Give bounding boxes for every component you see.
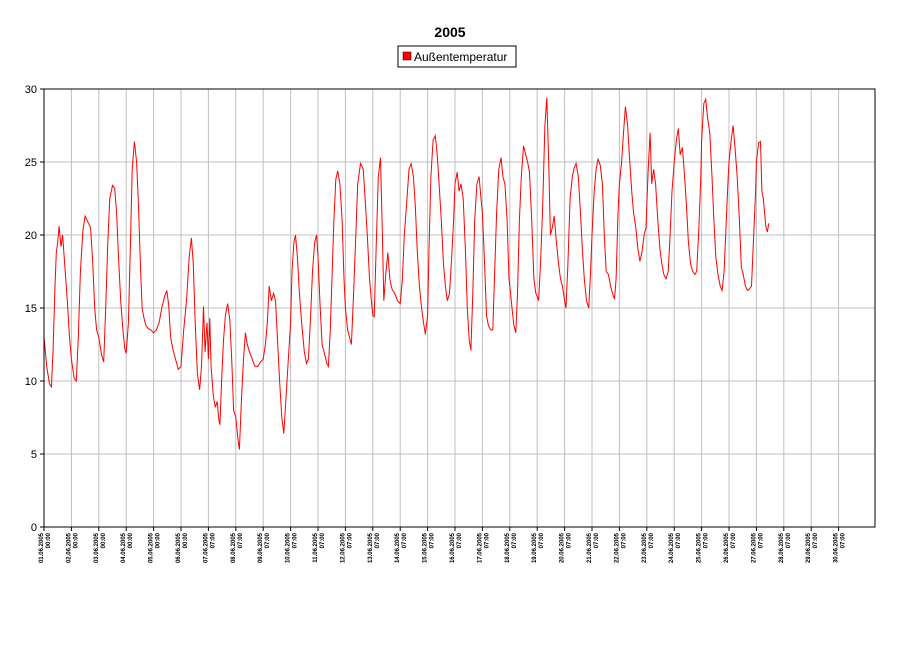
- x-tick-label-time: 07:00: [676, 532, 682, 548]
- x-tick-label-time: 07:00: [512, 532, 518, 548]
- x-tick-label-date: 08.06.2005: [231, 532, 237, 563]
- x-tick-label-date: 28.06.2005: [779, 532, 785, 563]
- x-tick-label-time: 00:00: [73, 532, 79, 548]
- x-tick-label-date: 07.06.2005: [203, 532, 209, 563]
- x-tick-label-date: 14.06.2005: [395, 532, 401, 563]
- x-tick-label-date: 01.06.2005: [39, 532, 45, 563]
- x-tick-label-date: 27.06.2005: [751, 532, 757, 563]
- x-tick-label-date: 18.06.2005: [505, 532, 511, 563]
- x-tick-label-date: 17.06.2005: [477, 532, 483, 563]
- y-tick-label: 30: [25, 84, 37, 96]
- x-tick-label-date: 06.06.2005: [176, 532, 182, 563]
- x-tick-label-time: 07:00: [375, 532, 381, 548]
- x-tick-label-date: 26.06.2005: [724, 532, 730, 563]
- x-tick-label-time: 00:00: [128, 532, 134, 548]
- x-tick-label-time: 07:00: [731, 532, 737, 548]
- x-tick-label-date: 03.06.2005: [94, 532, 100, 563]
- y-tick-label: 25: [25, 157, 37, 169]
- x-tick-label-date: 21.06.2005: [587, 532, 593, 563]
- x-tick-label-time: 07:00: [430, 532, 436, 548]
- x-tick-label-date: 02.06.2005: [66, 532, 72, 563]
- y-axis-ticks: 0 5 10 15 20 25 30: [25, 84, 44, 534]
- y-tick-label: 5: [31, 449, 37, 461]
- x-tick-label-date: 22.06.2005: [614, 532, 620, 563]
- y-tick-label: 20: [25, 230, 37, 242]
- x-tick-label-date: 09.06.2005: [258, 532, 264, 563]
- x-tick-label-time: 07:00: [786, 532, 792, 548]
- series-line-aussentemperatur: [43, 97, 770, 450]
- x-tick-label-date: 30.06.2005: [834, 532, 840, 563]
- x-tick-label-time: 07:00: [594, 532, 600, 548]
- x-tick-label-time: 07:00: [621, 532, 627, 548]
- x-tick-label-time: 07:00: [649, 532, 655, 548]
- x-tick-label-time: 00:00: [101, 532, 107, 548]
- x-tick-label-time: 07:00: [347, 532, 353, 548]
- x-tick-label-time: 00:00: [183, 532, 189, 548]
- chart-legend: Außentemperatur: [397, 45, 517, 68]
- x-tick-label-time: 00:00: [46, 532, 52, 548]
- x-tick-label-date: 04.06.2005: [121, 532, 127, 563]
- x-tick-label-time: 07:00: [402, 532, 408, 548]
- plot-frame: [43, 88, 876, 528]
- legend-swatch: [402, 51, 412, 61]
- x-tick-label-time: 07:00: [265, 532, 271, 548]
- x-tick-label-time: 07:00: [539, 532, 545, 548]
- x-tick-label-time: 07:00: [484, 532, 490, 548]
- x-tick-label-date: 12.06.2005: [340, 532, 346, 563]
- x-tick-label-time: 07:00: [320, 532, 326, 548]
- y-tick-label: 10: [25, 376, 37, 388]
- x-tick-label-time: 07:00: [704, 532, 710, 548]
- grid-horizontal: [44, 161, 875, 455]
- chart-title: 2005: [434, 24, 465, 40]
- x-tick-label-time: 07:00: [457, 532, 463, 548]
- x-tick-label-date: 15.06.2005: [423, 532, 429, 563]
- x-tick-label-date: 20.06.2005: [560, 532, 566, 563]
- x-axis-ticks: 01.06.2005 00:00 02.06.2005 00:00 03.06.2005…: [39, 527, 847, 563]
- x-tick-label-date: 13.06.2005: [368, 532, 374, 563]
- x-tick-label-date: 16.06.2005: [450, 532, 456, 563]
- x-tick-label-date: 11.06.2005: [313, 532, 319, 562]
- x-tick-label-date: 23.06.2005: [642, 532, 648, 563]
- x-tick-label-time: 07:00: [210, 532, 216, 548]
- x-tick-label-time: 07:00: [841, 532, 847, 548]
- y-tick-label: 15: [25, 303, 37, 315]
- x-tick-label-time: 07:00: [758, 532, 764, 548]
- x-tick-label-date: 25.06.2005: [697, 532, 703, 563]
- y-tick-label: 0: [31, 522, 37, 534]
- legend-label: Außentemperatur: [414, 50, 507, 64]
- x-tick-label-time: 07:00: [238, 532, 244, 548]
- x-tick-label-date: 29.06.2005: [806, 532, 812, 563]
- x-tick-label-time: 07:00: [813, 532, 819, 548]
- x-tick-label-time: 07:00: [293, 532, 299, 548]
- x-tick-label-time: 07:00: [567, 532, 573, 548]
- x-tick-label-date: 05.06.2005: [149, 532, 155, 563]
- legend-box: [397, 45, 517, 68]
- x-tick-label-time: 00:00: [156, 532, 162, 548]
- x-tick-label-date: 10.06.2005: [286, 532, 292, 563]
- x-tick-label-date: 24.06.2005: [669, 532, 675, 563]
- x-tick-label-date: 19.06.2005: [532, 532, 538, 563]
